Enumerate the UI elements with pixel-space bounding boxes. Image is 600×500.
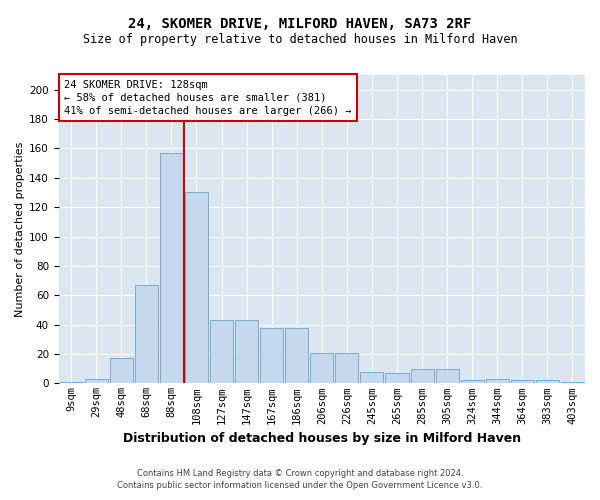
Bar xyxy=(235,320,258,384)
Bar xyxy=(486,379,509,384)
Bar xyxy=(110,358,133,384)
Bar xyxy=(285,328,308,384)
Bar xyxy=(59,382,83,384)
Bar xyxy=(536,380,559,384)
Bar xyxy=(185,192,208,384)
Text: 24 SKOMER DRIVE: 128sqm
← 58% of detached houses are smaller (381)
41% of semi-d: 24 SKOMER DRIVE: 128sqm ← 58% of detache… xyxy=(64,80,352,116)
Bar xyxy=(461,380,484,384)
Bar xyxy=(135,285,158,384)
Bar xyxy=(335,352,358,384)
Bar xyxy=(260,328,283,384)
Bar xyxy=(310,352,334,384)
X-axis label: Distribution of detached houses by size in Milford Haven: Distribution of detached houses by size … xyxy=(123,432,521,445)
Bar xyxy=(511,380,534,384)
Bar xyxy=(85,379,108,384)
Text: Contains public sector information licensed under the Open Government Licence v3: Contains public sector information licen… xyxy=(118,481,482,490)
Bar xyxy=(210,320,233,384)
Text: 24, SKOMER DRIVE, MILFORD HAVEN, SA73 2RF: 24, SKOMER DRIVE, MILFORD HAVEN, SA73 2R… xyxy=(128,18,472,32)
Bar xyxy=(385,373,409,384)
Bar xyxy=(361,372,383,384)
Bar xyxy=(160,153,183,384)
Text: Contains HM Land Registry data © Crown copyright and database right 2024.: Contains HM Land Registry data © Crown c… xyxy=(137,468,463,477)
Bar xyxy=(410,368,434,384)
Y-axis label: Number of detached properties: Number of detached properties xyxy=(15,142,25,317)
Bar xyxy=(561,382,584,384)
Text: Size of property relative to detached houses in Milford Haven: Size of property relative to detached ho… xyxy=(83,32,517,46)
Bar xyxy=(436,368,458,384)
